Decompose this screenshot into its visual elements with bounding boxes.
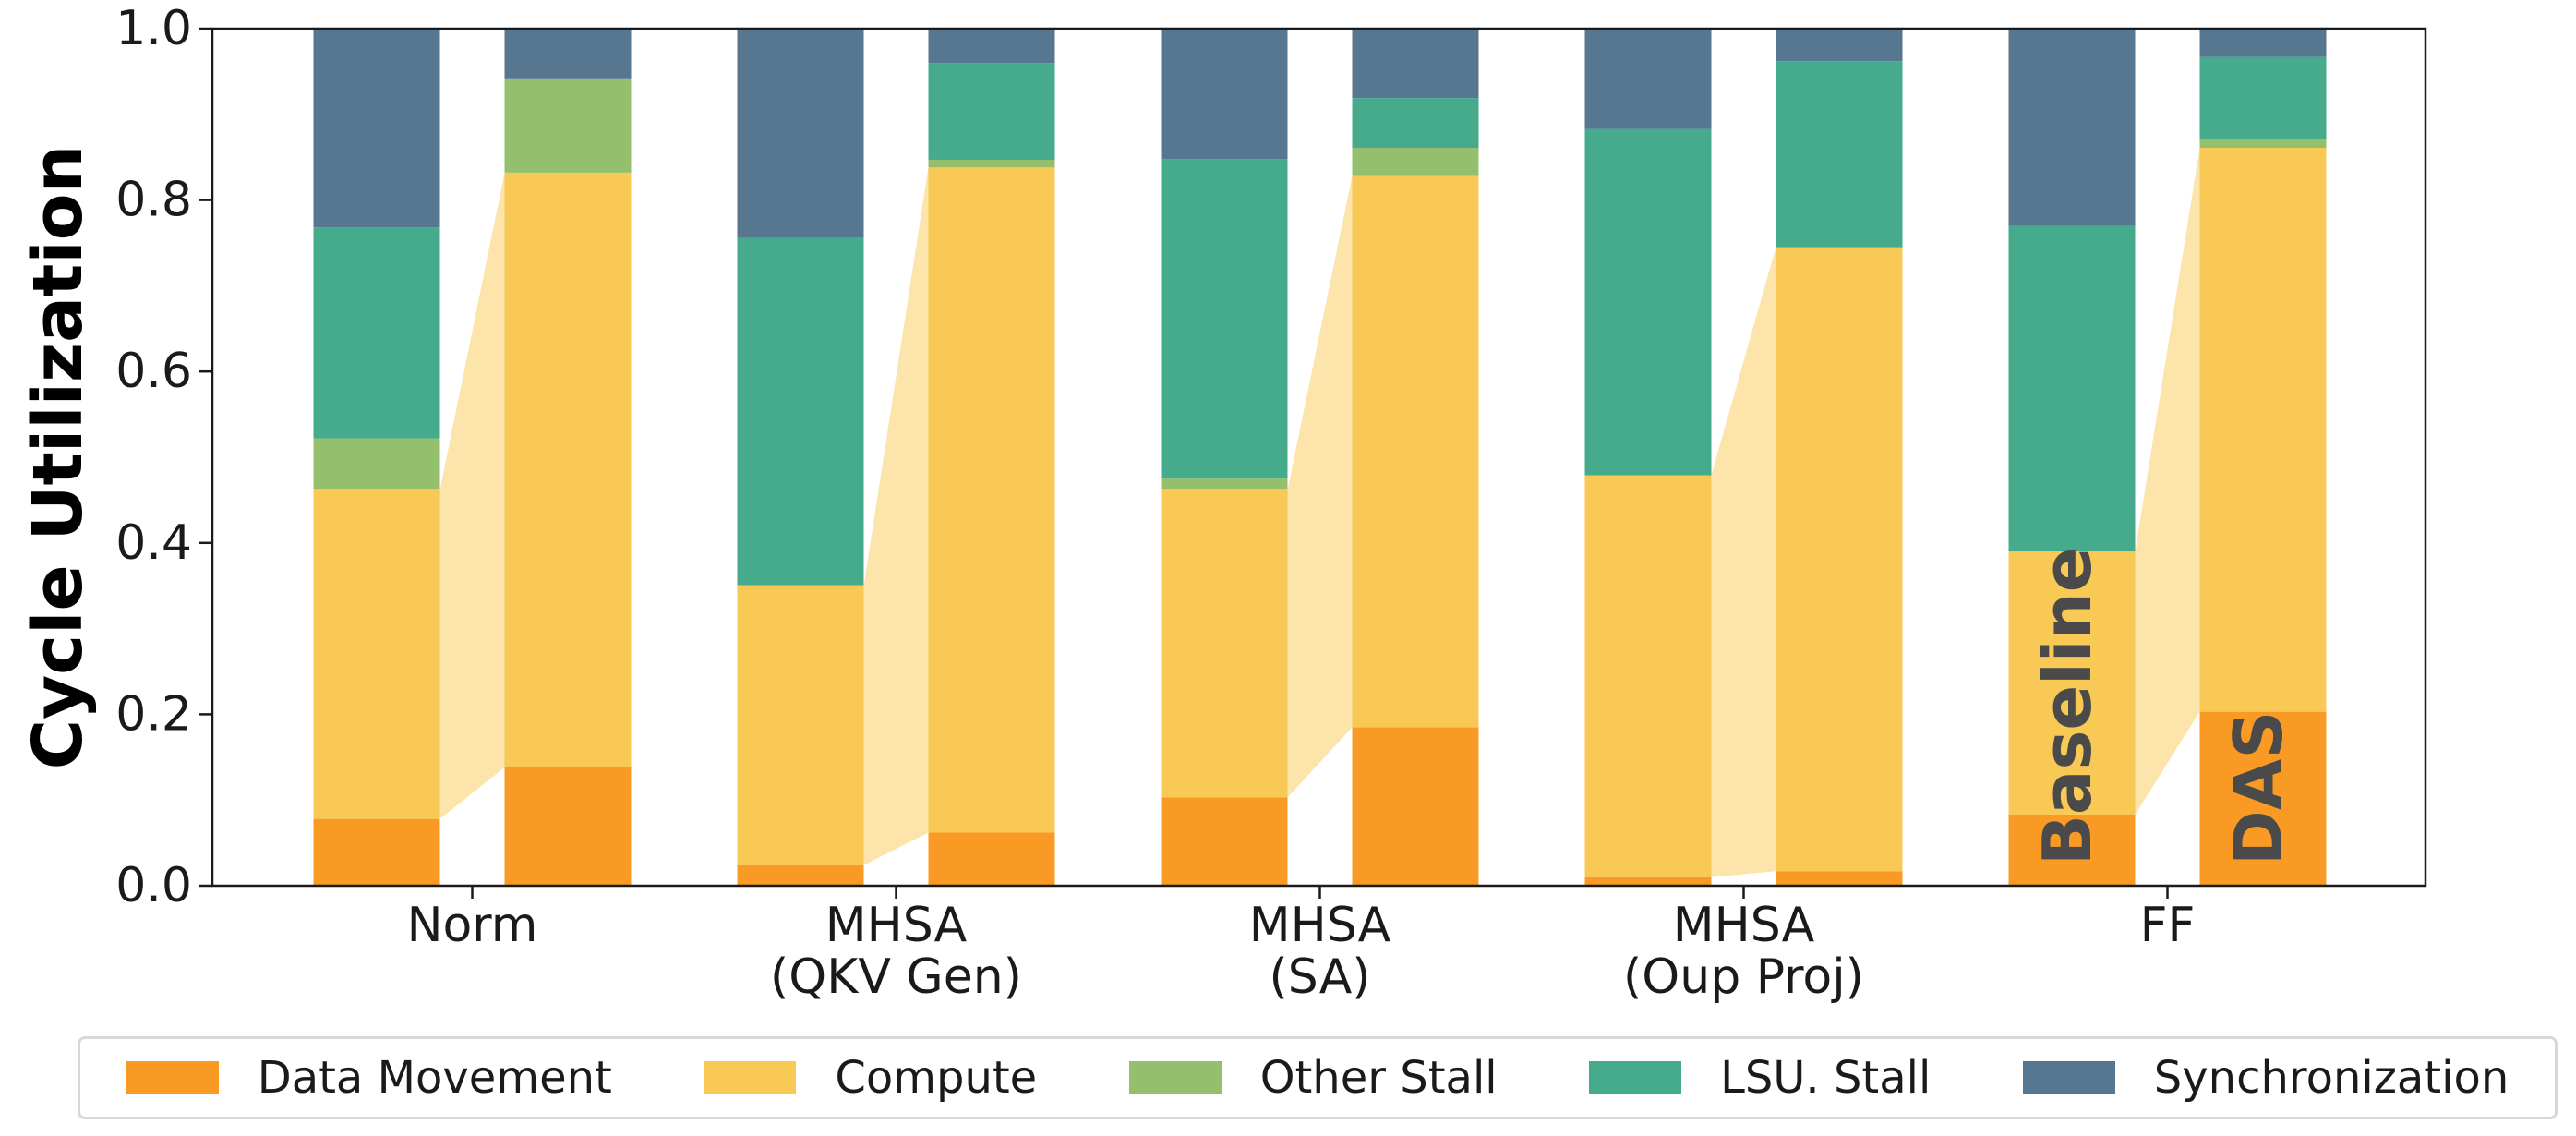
- x-tick-label: FF: [2140, 898, 2196, 953]
- legend-label: Data Movement: [257, 1052, 612, 1104]
- y-tick-label: 0.8: [115, 173, 192, 228]
- legend-item-compute: Compute: [704, 1052, 1037, 1104]
- bars-layer: [313, 29, 2327, 886]
- legend: Data Movement Compute Other Stall LSU. Stal…: [78, 1036, 2558, 1119]
- bar-das-compute-2: [1352, 175, 1479, 728]
- bar-das-synchronization-4: [2199, 29, 2327, 57]
- legend-item-other-stall: Other Stall: [1128, 1052, 1498, 1104]
- bar-baseline-data-movement-2: [1161, 797, 1288, 886]
- bar-das-other-stall-4: [2199, 139, 2327, 148]
- bar-baseline-compute-1: [737, 586, 864, 865]
- x-tick-label: MHSA: [1249, 898, 1391, 953]
- compute-connector-0: [439, 172, 505, 819]
- x-tick-label: Norm: [407, 898, 538, 953]
- bar-baseline-synchronization-1: [737, 29, 864, 238]
- annotation-baseline: Baseline: [2028, 547, 2106, 865]
- bar-das-lsu-stall-4: [2199, 56, 2327, 139]
- x-tick-label: (Oup Proj): [1623, 949, 1864, 1005]
- y-axis-label: Cycle Utilization: [18, 145, 98, 770]
- bar-das-synchronization-0: [504, 29, 632, 79]
- bar-baseline-data-movement-1: [737, 864, 864, 886]
- annotation-das: DAS: [2220, 711, 2297, 865]
- bar-baseline-data-movement-4: [2008, 814, 2136, 886]
- compute-connector-2: [1287, 175, 1353, 798]
- x-tick-label: (QKV Gen): [770, 949, 1022, 1005]
- legend-swatch: [126, 1061, 219, 1094]
- bar-baseline-lsu-stall-0: [313, 227, 440, 439]
- y-tick-label: 0.6: [115, 344, 192, 399]
- bar-das-other-stall-0: [504, 78, 632, 173]
- x-tick-label: MHSA: [1673, 898, 1815, 953]
- bar-baseline-other-stall-2: [1161, 478, 1288, 490]
- legend-label: Other Stall: [1259, 1052, 1498, 1104]
- bar-baseline-data-movement-3: [1584, 876, 1712, 886]
- bar-baseline-lsu-stall-1: [737, 237, 864, 586]
- legend-label: Compute: [835, 1052, 1038, 1104]
- bar-das-lsu-stall-1: [928, 63, 1055, 160]
- y-tick-label: 0.4: [115, 515, 192, 571]
- bar-das-other-stall-1: [928, 159, 1055, 168]
- bar-das-lsu-stall-3: [1776, 61, 1903, 248]
- bar-das-lsu-stall-2: [1352, 98, 1479, 148]
- bar-baseline-lsu-stall-2: [1161, 159, 1288, 479]
- bar-das-data-movement-1: [928, 832, 1055, 886]
- bar-das-synchronization-3: [1776, 29, 1903, 62]
- legend-swatch: [704, 1061, 797, 1094]
- bar-baseline-synchronization-2: [1161, 29, 1288, 160]
- bar-das-data-movement-4: [2199, 711, 2327, 886]
- bar-baseline-compute-4: [2008, 551, 2136, 815]
- bar-das-synchronization-1: [928, 29, 1055, 64]
- compute-connector-3: [1711, 247, 1776, 877]
- legend-label: Synchronization: [2153, 1052, 2510, 1104]
- legend-item-lsu-stall: LSU. Stall: [1589, 1052, 1931, 1104]
- bar-das-synchronization-2: [1352, 29, 1479, 99]
- bar-baseline-data-movement-0: [313, 818, 440, 886]
- bar-baseline-lsu-stall-3: [1584, 128, 1712, 476]
- bar-das-data-movement-2: [1352, 727, 1479, 886]
- bar-baseline-other-stall-0: [313, 438, 440, 490]
- compute-connector-1: [863, 167, 929, 865]
- bar-baseline-synchronization-0: [313, 29, 440, 228]
- legend-swatch: [1128, 1061, 1222, 1094]
- compute-connector-4: [2135, 147, 2200, 815]
- bar-das-compute-4: [2199, 147, 2327, 712]
- bar-das-compute-3: [1776, 247, 1903, 872]
- legend-item-synchronization: Synchronization: [2022, 1052, 2510, 1104]
- bar-baseline-synchronization-3: [1584, 29, 1712, 129]
- bar-das-data-movement-3: [1776, 871, 1903, 886]
- y-tick-label: 0.2: [115, 686, 192, 742]
- bar-das-other-stall-2: [1352, 147, 1479, 176]
- x-tick-label: (SA): [1269, 949, 1370, 1005]
- legend-swatch: [1589, 1061, 1682, 1094]
- x-tick-label: MHSA: [825, 898, 968, 953]
- y-tick-label: 1.0: [115, 1, 192, 56]
- bar-das-compute-1: [928, 167, 1055, 833]
- y-tick-label: 0.0: [115, 858, 192, 913]
- bar-baseline-lsu-stall-4: [2008, 225, 2136, 552]
- bar-baseline-compute-3: [1584, 475, 1712, 877]
- bar-baseline-synchronization-4: [2008, 29, 2136, 226]
- legend-swatch: [2022, 1061, 2115, 1094]
- legend-item-data-movement: Data Movement: [126, 1052, 612, 1104]
- bar-baseline-other-stall-1: [737, 585, 864, 586]
- bar-baseline-compute-0: [313, 489, 440, 819]
- legend-label: LSU. Stall: [1720, 1052, 1932, 1104]
- bar-das-compute-0: [504, 172, 632, 767]
- bar-das-data-movement-0: [504, 767, 632, 886]
- bar-baseline-compute-2: [1161, 489, 1288, 798]
